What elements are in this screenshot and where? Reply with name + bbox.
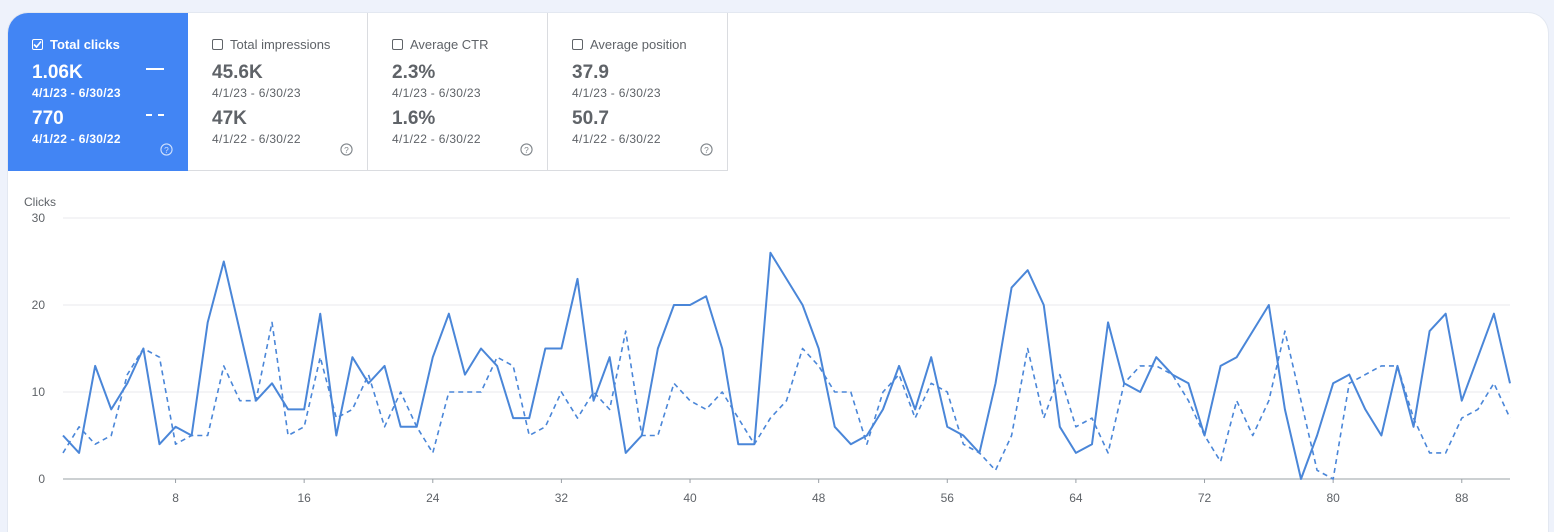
clicks-line-chart: 0 10 20 30 8 16 24 32 40 48 56 64 72 80 88 [32,211,1511,505]
metric-current-range: 4/1/23 - 6/30/23 [212,86,301,100]
help-icon[interactable]: ? [160,143,173,156]
svg-text:?: ? [344,145,349,155]
svg-text:?: ? [704,145,709,155]
checkbox-unchecked-icon[interactable] [572,39,583,50]
metric-current-range: 4/1/23 - 6/30/23 [32,86,121,100]
checkbox-unchecked-icon[interactable] [392,39,403,50]
y-tick-label: 30 [32,211,46,225]
metric-tile-average-ctr[interactable]: Average CTR 2.3% 4/1/23 - 6/30/23 1.6% 4… [368,13,548,171]
help-icon[interactable]: ? [700,143,713,156]
metric-tile-total-clicks[interactable]: Total clicks 1.06K 4/1/23 - 6/30/23 770 … [8,13,188,171]
metric-tile-average-position[interactable]: Average position 37.9 4/1/23 - 6/30/23 5… [548,13,728,171]
metric-tiles: Total clicks 1.06K 4/1/23 - 6/30/23 770 … [8,13,728,171]
x-tick-label: 56 [941,491,955,505]
metric-tile-total-impressions[interactable]: Total impressions 45.6K 4/1/23 - 6/30/23… [188,13,368,171]
metric-previous-value: 770 [32,108,64,129]
metric-label: Average position [590,37,687,52]
metric-previous-range: 4/1/22 - 6/30/22 [572,132,661,146]
checkbox-unchecked-icon[interactable] [212,39,223,50]
metric-previous-range: 4/1/22 - 6/30/22 [212,132,301,146]
legend-dashed-line-icon [146,114,164,116]
y-axis-label: Clicks [24,195,56,209]
metric-previous-value: 47K [212,108,247,129]
y-tick-label: 10 [32,385,46,399]
x-tick-label: 8 [172,491,179,505]
x-tick-label: 88 [1455,491,1469,505]
series-line-previous [62,321,1511,480]
metric-label: Total clicks [50,37,120,52]
metric-label: Average CTR [410,37,489,52]
help-icon[interactable]: ? [520,143,533,156]
x-tick-label: 80 [1326,491,1340,505]
x-tick-label: 64 [1069,491,1083,505]
performance-card: Total clicks 1.06K 4/1/23 - 6/30/23 770 … [8,13,1548,532]
checkbox-checked-icon[interactable] [32,39,43,50]
x-tick-label: 32 [555,491,569,505]
svg-text:?: ? [524,145,529,155]
metric-current-value: 1.06K [32,62,83,83]
x-tick-label: 40 [683,491,697,505]
metric-previous-range: 4/1/22 - 6/30/22 [392,132,481,146]
metric-previous-value: 1.6% [392,108,436,129]
metric-current-value: 45.6K [212,62,263,83]
svg-text:?: ? [164,145,169,155]
metric-previous-range: 4/1/22 - 6/30/22 [32,132,121,146]
x-tick-label: 24 [426,491,440,505]
metric-current-range: 4/1/23 - 6/30/23 [572,86,661,100]
metric-current-range: 4/1/23 - 6/30/23 [392,86,481,100]
metric-previous-value: 50.7 [572,108,609,129]
x-tick-label: 72 [1198,491,1212,505]
metric-current-value: 2.3% [392,62,436,83]
y-tick-label: 0 [38,472,45,486]
metric-label: Total impressions [230,37,331,52]
legend-solid-line-icon [146,68,164,70]
y-tick-label: 20 [32,298,46,312]
x-tick-label: 48 [812,491,826,505]
series-line-current [62,251,1511,480]
help-icon[interactable]: ? [340,143,353,156]
x-tick-label: 16 [297,491,311,505]
metric-current-value: 37.9 [572,62,609,83]
